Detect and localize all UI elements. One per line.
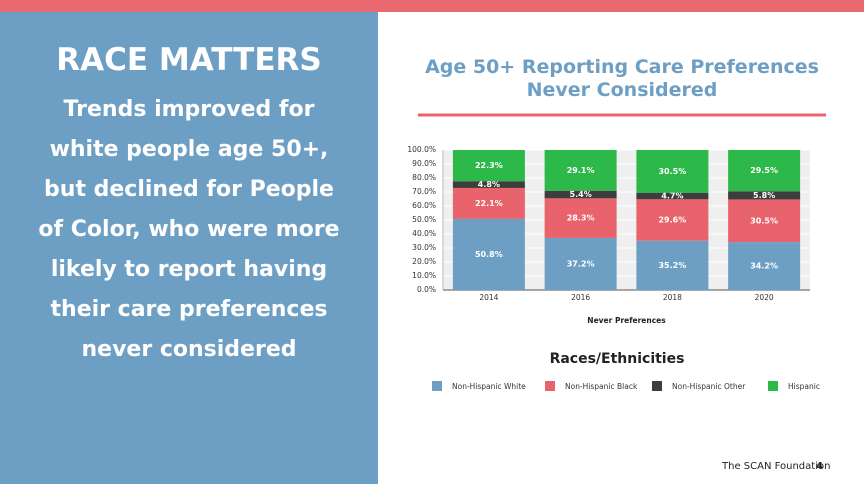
legend-label: Hispanic [788,382,820,391]
y-tick-label: 90.0% [412,159,436,168]
left-panel: RACE MATTERS Trends improved for white pe… [0,12,378,484]
legend-swatch [432,381,442,391]
value-label: 4.8% [478,180,500,189]
bar-segment [544,198,617,238]
bar-segment [636,199,709,241]
bar-segment [636,150,709,193]
bar-segment [452,150,525,182]
bar-segment [544,150,617,191]
bar-segment [636,240,709,290]
value-label: 4.7% [661,191,683,200]
x-tick-label: 2020 [755,293,774,302]
value-label: 5.8% [753,191,775,200]
legend-swatch [652,381,662,391]
value-label: 29.1% [567,166,595,175]
chart-title: Age 50+ Reporting Care Preferences Never… [425,56,819,101]
legend-swatch [545,381,555,391]
body-line: likely to report having [50,257,328,282]
value-label: 34.2% [750,262,778,271]
bar-segment [544,190,617,199]
legend-swatch [768,381,778,391]
y-tick-label: 0.0% [417,285,436,294]
value-label: 22.3% [475,161,503,170]
value-label: 50.8% [475,250,503,259]
value-label: 29.5% [750,166,778,175]
legend-label: Non-Hispanic Other [672,382,746,391]
y-tick-label: 100.0% [407,145,436,154]
body-line: Trends improved for [63,97,315,122]
y-tick-label: 80.0% [412,173,436,182]
body-line: their care preferences [50,297,328,322]
body-text: Trends improved for white people age 50+,… [0,90,378,370]
body-line: of Color, who were more [38,217,340,242]
value-label: 22.1% [475,199,503,208]
legend-title: Races/Ethnicities [550,351,685,367]
y-tick-label: 10.0% [412,271,436,280]
page-number: 4 [816,461,823,472]
legend-label: Non-Hispanic Black [565,382,638,391]
bar-segment [452,218,525,290]
x-axis-title: Never Preferences [587,316,666,325]
value-label: 30.5% [658,167,686,176]
y-tick-label: 50.0% [412,215,436,224]
bar-segment [544,237,617,290]
bar-segment [452,187,525,219]
y-tick-label: 20.0% [412,257,436,266]
value-label: 35.2% [658,261,686,270]
value-label: 37.2% [567,259,595,268]
footer: The SCAN Foundation [722,461,831,472]
x-tick-label: 2018 [663,293,682,302]
top-bar [0,0,864,12]
body-line: white people age 50+, [49,137,329,162]
value-label: 28.3% [567,214,595,223]
bar-segment [728,242,801,290]
y-tick-label: 40.0% [412,229,436,238]
bar-segment [728,199,801,243]
value-label: 5.4% [570,190,592,199]
body-line: never considered [81,337,297,362]
y-tick-label: 60.0% [412,201,436,210]
x-tick-label: 2014 [479,293,498,302]
bar-segment [452,181,525,188]
x-tick-label: 2016 [571,293,590,302]
value-label: 29.6% [658,216,686,225]
y-tick-label: 30.0% [412,243,436,252]
y-tick-label: 70.0% [412,187,436,196]
value-label: 30.5% [750,216,778,225]
bar-segment [728,191,801,200]
body-line: but declined for People [44,177,334,202]
bar-segment [636,192,709,200]
bar-segment [728,150,801,192]
legend-label: Non-Hispanic White [452,382,526,391]
heading: RACE MATTERS [56,42,322,78]
